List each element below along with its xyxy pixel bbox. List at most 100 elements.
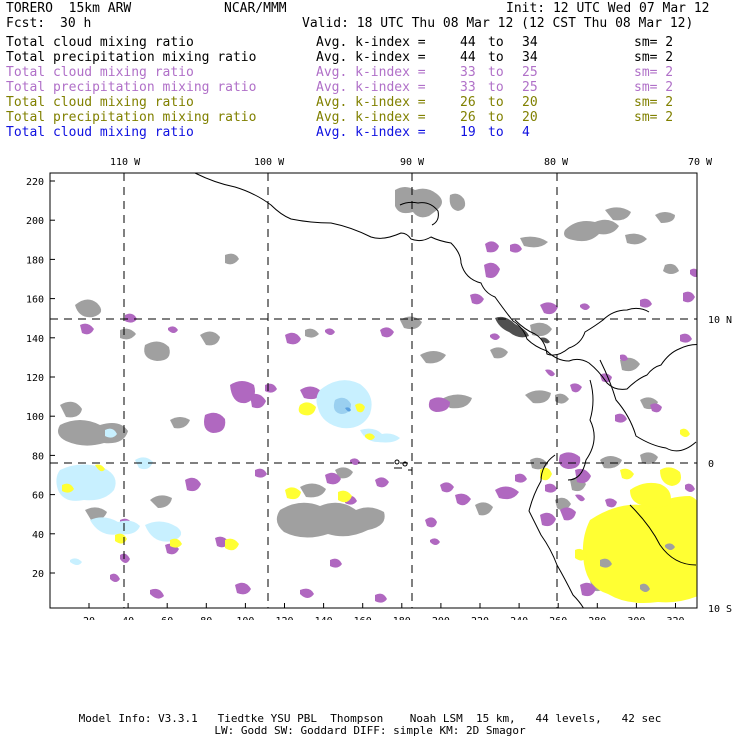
y-tick-label: 20 bbox=[32, 569, 44, 580]
legend-from: 19 bbox=[460, 125, 476, 140]
legend-kindex: Avg. k-index = bbox=[316, 65, 426, 80]
legend-row: Total cloud mixing ratio Avg. k-index = 26… bbox=[6, 95, 726, 110]
x-tick-label: 100 bbox=[236, 616, 254, 620]
lat-labels: 10 N 0 10 S bbox=[708, 315, 732, 615]
legend-from: 44 bbox=[460, 50, 476, 65]
y-tick-label: 180 bbox=[26, 255, 44, 266]
legend-to-word: to bbox=[488, 125, 504, 140]
model-title: TORERO 15km ARW bbox=[6, 1, 132, 16]
legend-from: 26 bbox=[460, 110, 476, 125]
legend-row: Total cloud mixing ratio Avg. k-index = 19… bbox=[6, 125, 726, 140]
legend-field: Total cloud mixing ratio bbox=[6, 125, 194, 140]
y-tick-label: 200 bbox=[26, 216, 44, 227]
y-tick-label: 60 bbox=[32, 491, 44, 502]
legend-from: 33 bbox=[460, 80, 476, 95]
x-tick-label: 80 bbox=[200, 616, 212, 620]
y-tick-label: 220 bbox=[26, 177, 44, 188]
legend-field: Total cloud mixing ratio bbox=[6, 35, 194, 50]
legend-kindex: Avg. k-index = bbox=[316, 125, 426, 140]
x-tick-label: 120 bbox=[275, 616, 293, 620]
lon-labels: 110 W 100 W 90 W 80 W 70 W bbox=[110, 157, 713, 168]
valid-time: Valid: 18 UTC Thu 08 Mar 12 (12 CST Thu … bbox=[302, 16, 694, 31]
precip-cloud-fields bbox=[56, 187, 697, 603]
legend-from: 33 bbox=[460, 65, 476, 80]
x-tick-label: 60 bbox=[161, 616, 173, 620]
yellow-precip-areas bbox=[62, 402, 697, 603]
graticule bbox=[50, 173, 697, 608]
legend-to-word: to bbox=[488, 95, 504, 110]
init-time: Init: 12 UTC Wed 07 Mar 12 bbox=[506, 1, 710, 16]
lon-label: 110 W bbox=[110, 157, 141, 168]
legend-from: 44 bbox=[460, 35, 476, 50]
legend-from: 26 bbox=[460, 95, 476, 110]
lat-label: 10 N bbox=[708, 315, 732, 326]
legend-to-word: to bbox=[488, 80, 504, 95]
blue-core bbox=[333, 397, 351, 414]
lon-label: 100 W bbox=[254, 157, 285, 168]
model-info-line2: LW: Godd SW: Goddard DIFF: simple KM: 2D… bbox=[214, 724, 526, 737]
legend-to: 20 bbox=[522, 110, 538, 125]
legend-to: 34 bbox=[522, 35, 538, 50]
legend-row: Total precipitation mixing ratio Avg. k-i… bbox=[6, 110, 726, 125]
legend-sm: sm= 2 bbox=[634, 80, 674, 95]
x-tick-label: 240 bbox=[510, 616, 528, 620]
x-tick-label: 300 bbox=[627, 616, 645, 620]
lon-label: 70 W bbox=[688, 157, 713, 168]
legend-to-word: to bbox=[488, 110, 504, 125]
legend-to: 20 bbox=[522, 95, 538, 110]
map-frame bbox=[49, 172, 698, 609]
x-tick-label: 140 bbox=[315, 616, 333, 620]
legend-field: Total cloud mixing ratio bbox=[6, 65, 194, 80]
violet-precip-areas bbox=[80, 241, 697, 603]
x-tick-label: 260 bbox=[549, 616, 567, 620]
legend-to: 4 bbox=[522, 125, 530, 140]
weather-map: 110 W 100 W 90 W 80 W 70 W 10 N 0 10 S 2… bbox=[26, 157, 732, 620]
legend-row: Total cloud mixing ratio Avg. k-index = 33… bbox=[6, 65, 726, 80]
center-name: NCAR/MMM bbox=[224, 1, 287, 16]
x-tick-label: 160 bbox=[354, 616, 372, 620]
y-tick-label: 160 bbox=[26, 295, 44, 306]
legend-to: 25 bbox=[522, 80, 538, 95]
legend-sm: sm= 2 bbox=[634, 35, 674, 50]
legend-kindex: Avg. k-index = bbox=[316, 95, 426, 110]
lat-label: 10 S bbox=[708, 604, 732, 615]
legend-field: Total cloud mixing ratio bbox=[6, 95, 194, 110]
legend-row: Total precipitation mixing ratio Avg. k-i… bbox=[6, 80, 726, 95]
legend-to-word: to bbox=[488, 65, 504, 80]
y-tick-label: 120 bbox=[26, 373, 44, 384]
lat-label: 0 bbox=[708, 459, 714, 470]
x-tick-label: 200 bbox=[432, 616, 450, 620]
legend-to: 34 bbox=[522, 50, 538, 65]
legend-to-word: to bbox=[488, 35, 504, 50]
y-tick-label: 140 bbox=[26, 334, 44, 345]
x-tick-label: 180 bbox=[393, 616, 411, 620]
legend-kindex: Avg. k-index = bbox=[316, 110, 426, 125]
forecast-hour: 30 h bbox=[60, 16, 92, 31]
legend-field: Total precipitation mixing ratio bbox=[6, 110, 257, 125]
legend-kindex: Avg. k-index = bbox=[316, 50, 426, 65]
legend-row: Total precipitation mixing ratio Avg. k-i… bbox=[6, 50, 726, 65]
forecast-label: Fcst: bbox=[6, 16, 46, 31]
lon-label: 80 W bbox=[544, 157, 569, 168]
legend-kindex: Avg. k-index = bbox=[316, 80, 426, 95]
legend-to: 25 bbox=[522, 65, 538, 80]
legend-kindex: Avg. k-index = bbox=[316, 35, 426, 50]
y-tick-labels: 220 200 180 160 140 120 100 80 60 40 20 bbox=[26, 177, 55, 580]
legend-sm: sm= 2 bbox=[634, 110, 674, 125]
legend-to-word: to bbox=[488, 50, 504, 65]
legend-sm: sm= 2 bbox=[634, 65, 674, 80]
y-tick-label: 80 bbox=[32, 451, 44, 462]
lon-label: 90 W bbox=[400, 157, 425, 168]
legend-row: Total cloud mixing ratio Avg. k-index = 44… bbox=[6, 35, 726, 50]
y-tick-label: 40 bbox=[32, 530, 44, 541]
x-tick-labels: 20 40 60 80 100 120 140 160 180 200 220 240 260 280 30… bbox=[83, 603, 685, 620]
legend-sm: sm= 2 bbox=[634, 95, 674, 110]
legend-field: Total precipitation mixing ratio bbox=[6, 80, 257, 95]
coastlines bbox=[194, 173, 697, 608]
x-tick-label: 280 bbox=[588, 616, 606, 620]
model-info-line1: Model Info: V3.3.1 Tiedtke YSU PBL Thomp… bbox=[78, 712, 662, 725]
gray-cloud-areas bbox=[58, 187, 679, 592]
legend-field: Total precipitation mixing ratio bbox=[6, 50, 257, 65]
y-tick-label: 100 bbox=[26, 412, 44, 423]
x-tick-label: 220 bbox=[471, 616, 489, 620]
